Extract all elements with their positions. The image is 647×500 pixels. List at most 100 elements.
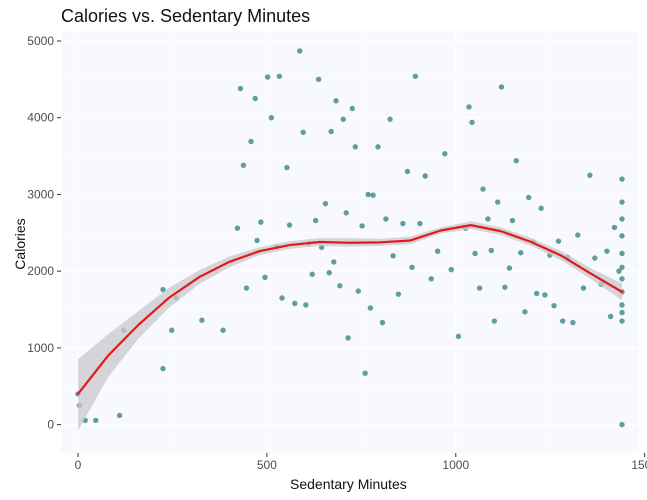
data-point (318, 244, 325, 251)
data-point (331, 259, 337, 265)
data-point (619, 318, 625, 324)
data-point (248, 138, 254, 145)
data-point (375, 144, 381, 150)
data-point (434, 248, 441, 254)
data-point (587, 172, 593, 178)
data-point (300, 129, 306, 135)
data-point (619, 264, 625, 271)
data-point (379, 319, 386, 326)
data-point (284, 164, 290, 171)
data-point (533, 290, 540, 297)
data-point (359, 223, 365, 229)
data-point (404, 168, 411, 175)
data-point (234, 225, 241, 231)
data-point (312, 217, 319, 224)
data-point (619, 216, 625, 222)
data-point (352, 144, 358, 150)
data-point (328, 128, 334, 135)
data-point (383, 216, 389, 222)
data-point (495, 199, 501, 205)
data-point (367, 305, 374, 311)
x-tick-label: 500 (257, 458, 277, 472)
data-point (258, 219, 264, 225)
data-point (322, 200, 329, 207)
data-point (575, 232, 581, 238)
data-point (592, 255, 598, 261)
data-point (168, 327, 175, 333)
data-point (362, 370, 368, 376)
data-point (619, 309, 625, 316)
chart-title: Calories vs. Sedentary Minutes (61, 6, 311, 26)
data-point (619, 233, 625, 239)
data-point (333, 98, 339, 104)
data-point (506, 265, 513, 271)
data-point (387, 116, 393, 122)
data-point (417, 220, 423, 227)
data-point (240, 162, 247, 168)
data-point (525, 194, 532, 201)
y-tick-label: 1000 (27, 341, 54, 355)
data-point (469, 119, 475, 126)
data-point (279, 295, 285, 301)
data-point (160, 365, 166, 372)
data-point (619, 199, 625, 205)
data-point (611, 224, 618, 231)
y-tick-label: 2000 (27, 264, 54, 278)
data-point (243, 285, 250, 291)
data-point (349, 105, 355, 112)
data-point (616, 268, 622, 274)
y-tick-label: 4000 (27, 111, 54, 125)
data-point (237, 85, 244, 92)
x-tick-label: 1500 (631, 458, 647, 472)
data-point (542, 292, 548, 298)
data-point (580, 285, 587, 291)
data-point (466, 104, 472, 110)
data-point (485, 216, 491, 222)
data-point (551, 302, 557, 309)
y-tick-label: 3000 (27, 187, 54, 201)
data-point (264, 74, 271, 80)
data-point (513, 157, 519, 164)
data-point (570, 319, 576, 326)
data-point (400, 220, 406, 227)
data-point (619, 276, 625, 282)
data-point (412, 73, 419, 79)
data-point (337, 283, 343, 289)
data-point (472, 250, 478, 257)
data-point (116, 412, 123, 419)
data-point (409, 264, 415, 271)
data-point (498, 84, 505, 90)
x-tick-label: 0 (75, 458, 82, 472)
data-point (292, 300, 298, 307)
data-point (268, 115, 275, 121)
data-point (518, 250, 524, 256)
data-point (390, 253, 396, 259)
data-point (395, 291, 402, 297)
data-point (276, 73, 283, 79)
data-point (297, 48, 303, 54)
data-point (555, 238, 562, 244)
y-tick-label: 5000 (27, 34, 54, 48)
smooth-line (76, 224, 624, 396)
data-point (315, 76, 322, 83)
data-point (303, 302, 309, 308)
data-point (491, 318, 498, 324)
data-point (370, 192, 376, 198)
data-point (262, 274, 268, 280)
data-point (355, 288, 362, 294)
data-point (345, 335, 351, 341)
data-point (326, 269, 332, 276)
data-point (448, 266, 454, 273)
data-point (309, 271, 315, 277)
data-point (422, 173, 428, 179)
data-point (559, 318, 566, 324)
data-point (199, 317, 205, 323)
data-point (220, 327, 226, 333)
data-point (254, 237, 260, 244)
data-point (340, 116, 346, 122)
x-axis-title: Sedentary Minutes (290, 476, 407, 492)
data-point (619, 421, 625, 428)
data-point (522, 309, 528, 315)
